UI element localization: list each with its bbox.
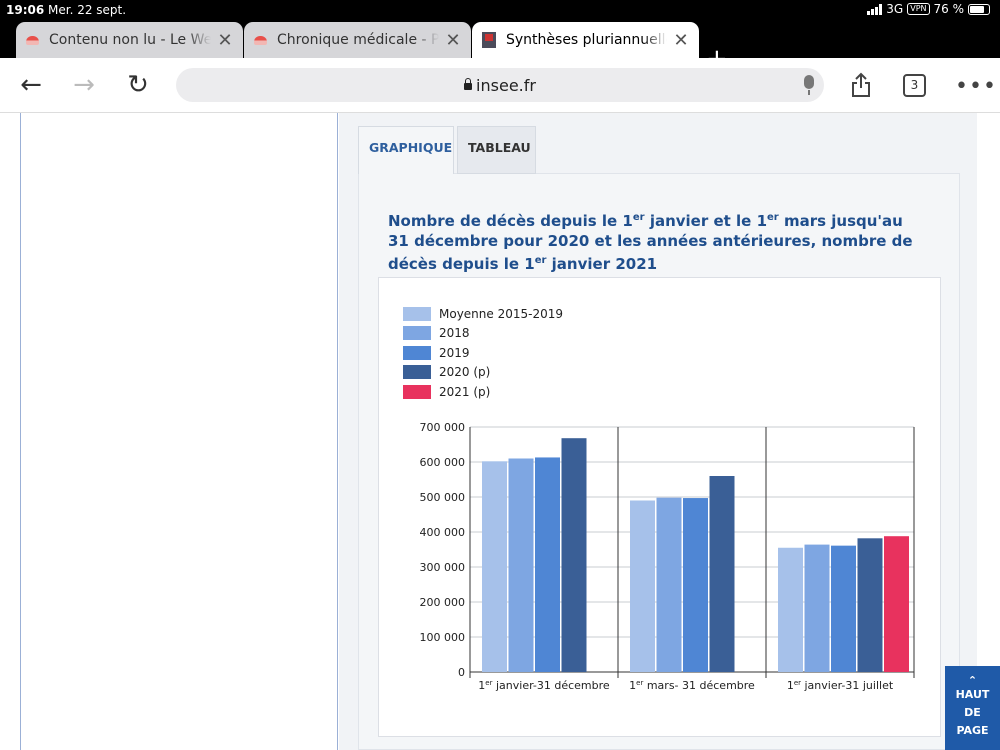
x-category-label: 1er mars- 31 décembre [629,679,755,692]
bar [630,500,655,672]
legend-swatch [403,326,431,341]
legend-label: Moyenne 2015-2019 [439,306,563,321]
bar [778,547,803,672]
left-column [20,113,338,750]
signal-icon [867,3,883,15]
bar [561,438,587,672]
insee-logo-icon [482,32,496,48]
close-icon[interactable]: ✕ [217,29,233,51]
browser-tab-1[interactable]: Contenu non lu - Le Web ✕ [16,22,243,58]
browser-tab-bar: Contenu non lu - Le Web ✕ Chronique médi… [0,20,1000,72]
bar [804,544,830,672]
date: Mer. 22 sept. [48,3,127,17]
back-arrow-icon[interactable]: ← [20,70,42,100]
tab-label: Contenu non lu - Le Web [49,32,211,48]
y-tick-label: 200 000 [420,596,466,609]
legend-swatch [403,365,431,380]
close-icon[interactable]: ✕ [673,29,689,51]
de-label: DE [964,706,981,719]
y-tick-label: 700 000 [420,421,466,434]
legend-swatch [403,306,431,321]
bar [709,476,735,672]
browser-tab-2[interactable]: Chronique médicale - Pa ✕ [244,22,471,58]
bar [535,457,560,672]
bar [482,461,507,672]
y-tick-label: 100 000 [420,631,466,644]
legend-label: 2021 (p) [439,384,491,399]
legend-item[interactable]: 2020 (p) [403,363,563,383]
url-value: insee.fr [476,76,536,95]
y-tick-label: 600 000 [420,456,466,469]
legend-item[interactable]: Moyenne 2015-2019 [403,304,563,324]
tab-graphique[interactable]: GRAPHIQUE [358,126,454,174]
chart-container: Moyenne 2015-2019 2018 2019 2020 (p) 2021 (p… [378,277,941,737]
haut-de-page-button[interactable]: ⌃ HAUT DE PAGE [945,666,1000,750]
navigation-bar: ← → ↻ insee.fr 3 ••• [0,58,1000,113]
pocket-red-icon [26,35,39,45]
legend-label: 2019 [439,345,470,360]
legend-item[interactable]: 2021 (p) [403,382,563,402]
legend-item[interactable]: 2019 [403,343,563,363]
network-type: 3G [886,2,904,16]
browser-tab-3-active[interactable]: Synthèses pluriannuelles ✕ [472,22,699,58]
bar [683,498,708,672]
bar [831,545,856,672]
vpn-badge: VPN [907,3,930,15]
reload-icon[interactable]: ↻ [127,70,149,100]
page-label: PAGE [956,724,989,737]
legend-swatch [403,345,431,360]
tab-count-button[interactable]: 3 [903,74,926,97]
tab-label: Chronique médicale - Pa [277,32,439,48]
close-icon[interactable]: ✕ [445,29,461,51]
legend-label: 2018 [439,326,470,341]
y-tick-label: 400 000 [420,526,466,539]
y-tick-label: 300 000 [420,561,466,574]
status-bar: 19:06 Mer. 22 sept. 3G VPN 76 % [0,0,1000,20]
chart-legend: Moyenne 2015-2019 2018 2019 2020 (p) 2021 (p… [403,304,563,402]
chevron-up-icon: ⌃ [967,674,978,687]
lock-icon [464,78,473,90]
bar [508,458,534,672]
bar [884,536,909,672]
url-text: insee.fr [176,76,824,95]
bar [857,538,883,672]
legend-item[interactable]: 2018 [403,324,563,344]
legend-label: 2020 (p) [439,365,491,380]
share-icon[interactable] [850,72,872,98]
clock: 19:06 [6,3,45,17]
haut-label: HAUT [955,688,990,701]
y-tick-label: 0 [458,666,465,679]
microphone-icon[interactable] [804,75,814,95]
battery-icon [968,3,990,15]
more-menu-icon[interactable]: ••• [955,74,997,99]
status-indicators: 3G VPN 76 % [867,2,990,16]
bar-chart: 0 100 000 200 000 300 000 400 000 500 000 600 … [420,421,915,692]
tab-label: Synthèses pluriannuelles [506,32,667,48]
page-content: GRAPHIQUE TABLEAU Nombre de décès depuis… [0,113,1000,750]
legend-swatch [403,384,431,399]
x-category-label: 1er janvier-31 décembre [478,679,610,692]
x-category-label: 1er janvier-31 juillet [787,679,894,692]
battery-percent: 76 % [933,2,965,16]
address-bar[interactable]: insee.fr [176,68,824,102]
forward-arrow-icon[interactable]: → [73,70,95,100]
tab-tableau[interactable]: TABLEAU [457,126,536,174]
pocket-red-icon [254,35,267,45]
chart-title: Nombre de décès depuis le 1er janvier et… [388,212,913,273]
bar [656,497,682,672]
y-tick-label: 500 000 [420,491,466,504]
